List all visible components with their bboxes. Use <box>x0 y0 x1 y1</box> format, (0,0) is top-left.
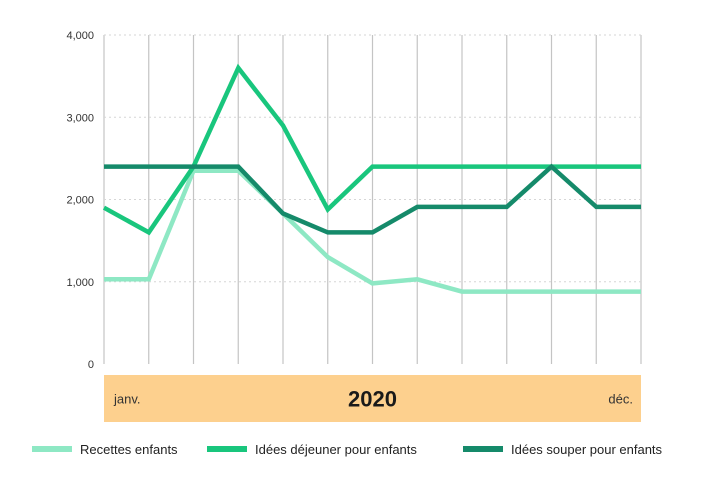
series-lines <box>102 63 641 294</box>
y-tick-label: 0 <box>88 359 94 371</box>
band-year-label: 2020 <box>348 387 397 412</box>
legend-item: Idées déjeuner pour enfants <box>207 442 417 457</box>
legend-item: Idées souper pour enfants <box>463 442 663 457</box>
band-end-label: déc. <box>608 392 633 407</box>
band-start-label: janv. <box>113 392 141 407</box>
legend-label: Recettes enfants <box>80 442 178 457</box>
y-tick-label: 3,000 <box>66 112 94 124</box>
series-line-3 <box>104 163 641 235</box>
legend-item: Recettes enfants <box>32 442 178 457</box>
legend-label: Idées souper pour enfants <box>511 442 663 457</box>
legend-swatch <box>463 446 503 452</box>
y-axis: 0 1,000 2,000 3,000 4,000 <box>66 30 94 371</box>
legend-swatch <box>207 446 247 452</box>
legend: Recettes enfants Idées déjeuner pour enfa… <box>32 442 663 457</box>
y-tick-label: 1,000 <box>66 277 94 289</box>
time-band-background <box>104 375 641 422</box>
legend-label: Idées déjeuner pour enfants <box>255 442 417 457</box>
series-line-1 <box>104 168 641 294</box>
legend-swatch <box>32 446 72 452</box>
y-tick-label: 2,000 <box>66 195 94 207</box>
y-tick-label: 4,000 <box>66 30 94 42</box>
time-band: janv. 2020 déc. <box>104 375 641 422</box>
grid <box>103 34 642 364</box>
